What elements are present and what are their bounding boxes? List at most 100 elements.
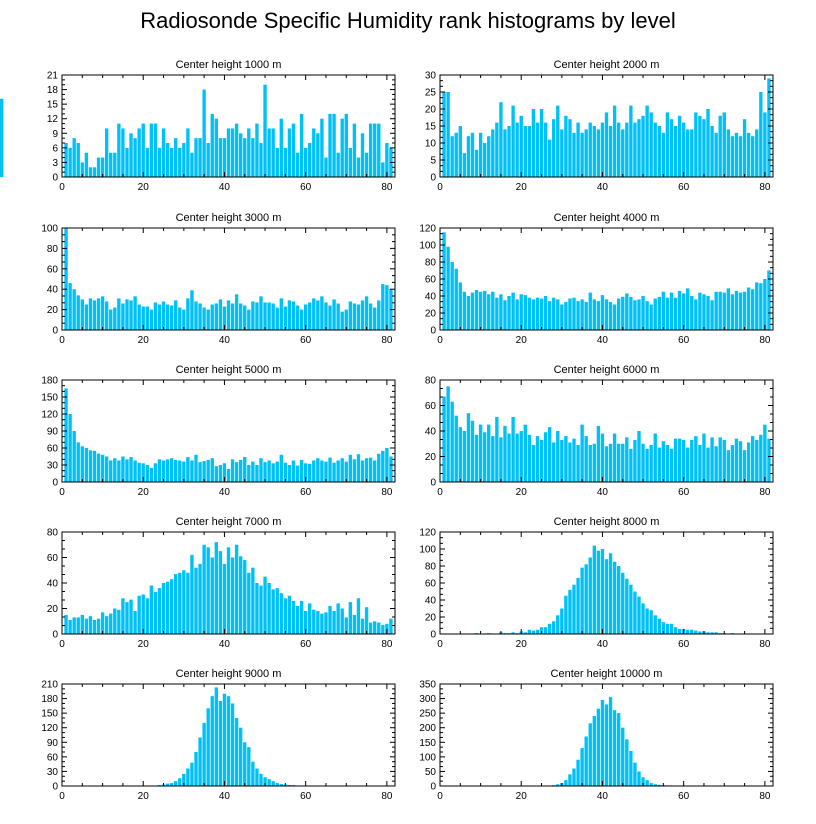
histogram-bar xyxy=(487,424,491,483)
histogram-bar xyxy=(629,296,633,330)
histogram-bar xyxy=(385,285,389,330)
histogram-bar xyxy=(295,465,300,482)
histogram-bar xyxy=(617,713,621,786)
histogram-bar xyxy=(718,291,722,330)
histogram-bar xyxy=(125,299,129,330)
histogram-bar xyxy=(368,303,373,330)
y-tick-label: 0 xyxy=(430,630,436,641)
histogram-bar xyxy=(174,300,178,330)
y-tick-label: 40 xyxy=(425,292,437,303)
histogram-bar xyxy=(287,128,292,177)
histogram-bar xyxy=(584,564,588,634)
y-tick-label: 18 xyxy=(47,85,59,96)
y-tick-label: 100 xyxy=(419,752,436,763)
histogram-bar xyxy=(515,433,519,482)
histogram-bar xyxy=(145,147,149,177)
histogram-bar xyxy=(72,617,76,634)
histogram-bar xyxy=(320,296,324,330)
histogram-bar xyxy=(234,718,239,786)
histogram-bar xyxy=(214,118,218,177)
histogram-bar xyxy=(552,297,556,330)
histogram-bar xyxy=(263,462,267,482)
histogram-bar xyxy=(523,295,527,330)
histogram-bar xyxy=(368,457,373,482)
x-tick-label: 80 xyxy=(381,487,393,498)
histogram-bar xyxy=(686,629,690,634)
histogram-bar xyxy=(169,579,174,634)
histogram-bar xyxy=(76,295,80,330)
y-tick-label: 20 xyxy=(425,452,437,463)
histogram-bar xyxy=(356,598,361,634)
histogram-bar xyxy=(190,554,194,634)
histogram-bar xyxy=(746,287,751,330)
histogram-bar xyxy=(202,89,206,177)
y-tick-label: 60 xyxy=(47,553,59,564)
histogram-bar xyxy=(165,783,170,786)
histogram-bar xyxy=(738,441,743,482)
histogram-bar xyxy=(210,458,214,482)
histogram-bar xyxy=(303,147,308,177)
histogram-bar xyxy=(588,723,592,786)
histogram-bar xyxy=(580,299,584,330)
histogram-bar xyxy=(222,563,227,635)
histogram-bar xyxy=(568,774,572,786)
histogram-bar xyxy=(206,459,210,482)
histogram-bar xyxy=(125,147,129,177)
histogram-bar xyxy=(686,447,690,482)
histogram-bar xyxy=(629,448,633,482)
histogram-bar xyxy=(186,128,190,177)
histogram-panel: Center height 2000 m0 20 40 60 8005101520253… xyxy=(0,59,774,193)
histogram-bar xyxy=(169,305,174,330)
y-tick-label: 5 xyxy=(430,156,436,167)
histogram-bar xyxy=(348,301,353,330)
y-tick-label: 0 xyxy=(430,478,436,489)
histogram-bar xyxy=(657,126,661,177)
histogram-bar xyxy=(76,442,80,482)
histogram-bar xyxy=(535,122,540,177)
histogram-bar xyxy=(552,621,556,634)
histogram-bar xyxy=(222,463,227,482)
histogram-bar xyxy=(210,304,214,330)
histogram-bar xyxy=(109,309,113,330)
histogram-bar xyxy=(633,591,637,634)
histogram-bar xyxy=(344,113,348,177)
histogram-bar xyxy=(259,585,263,634)
histogram-bar xyxy=(637,771,641,786)
histogram-bar xyxy=(348,454,353,482)
y-tick-label: 0 xyxy=(430,326,436,337)
histogram-bar xyxy=(734,290,739,330)
histogram-bar xyxy=(527,126,532,177)
histogram-bar xyxy=(588,292,592,330)
histogram-bar xyxy=(596,425,601,482)
y-tick-label: 200 xyxy=(419,723,436,734)
histogram-bar xyxy=(734,132,739,177)
histogram-bar xyxy=(726,288,731,330)
histogram-bar xyxy=(702,294,706,330)
histogram-bar xyxy=(706,296,710,330)
histogram-bar xyxy=(202,722,206,786)
panel-title: Center height 5000 m xyxy=(176,364,282,376)
histogram-bar xyxy=(714,132,718,177)
histogram-bar xyxy=(495,297,499,330)
histogram-bar xyxy=(617,298,621,330)
y-tick-label: 15 xyxy=(425,122,437,133)
histogram-bar xyxy=(295,152,300,177)
x-tick-label: 60 xyxy=(678,182,690,193)
histogram-bar xyxy=(230,703,235,786)
histogram-bar xyxy=(751,436,755,482)
histogram-bar xyxy=(210,696,214,786)
histogram-bar xyxy=(763,424,767,483)
histogram-bar xyxy=(239,459,243,482)
histogram-bar xyxy=(340,311,344,330)
histogram-bar xyxy=(104,456,109,482)
histogram-bar xyxy=(117,123,121,177)
y-tick-label: 50 xyxy=(425,767,437,778)
histogram-bar xyxy=(466,296,471,330)
histogram-bar xyxy=(308,302,312,330)
histogram-bar xyxy=(694,299,698,330)
histogram-bar xyxy=(336,303,340,330)
histogram-bar xyxy=(653,615,657,634)
histogram-bar xyxy=(96,157,101,177)
histogram-bar xyxy=(76,617,80,634)
histogram-bar xyxy=(560,304,564,330)
